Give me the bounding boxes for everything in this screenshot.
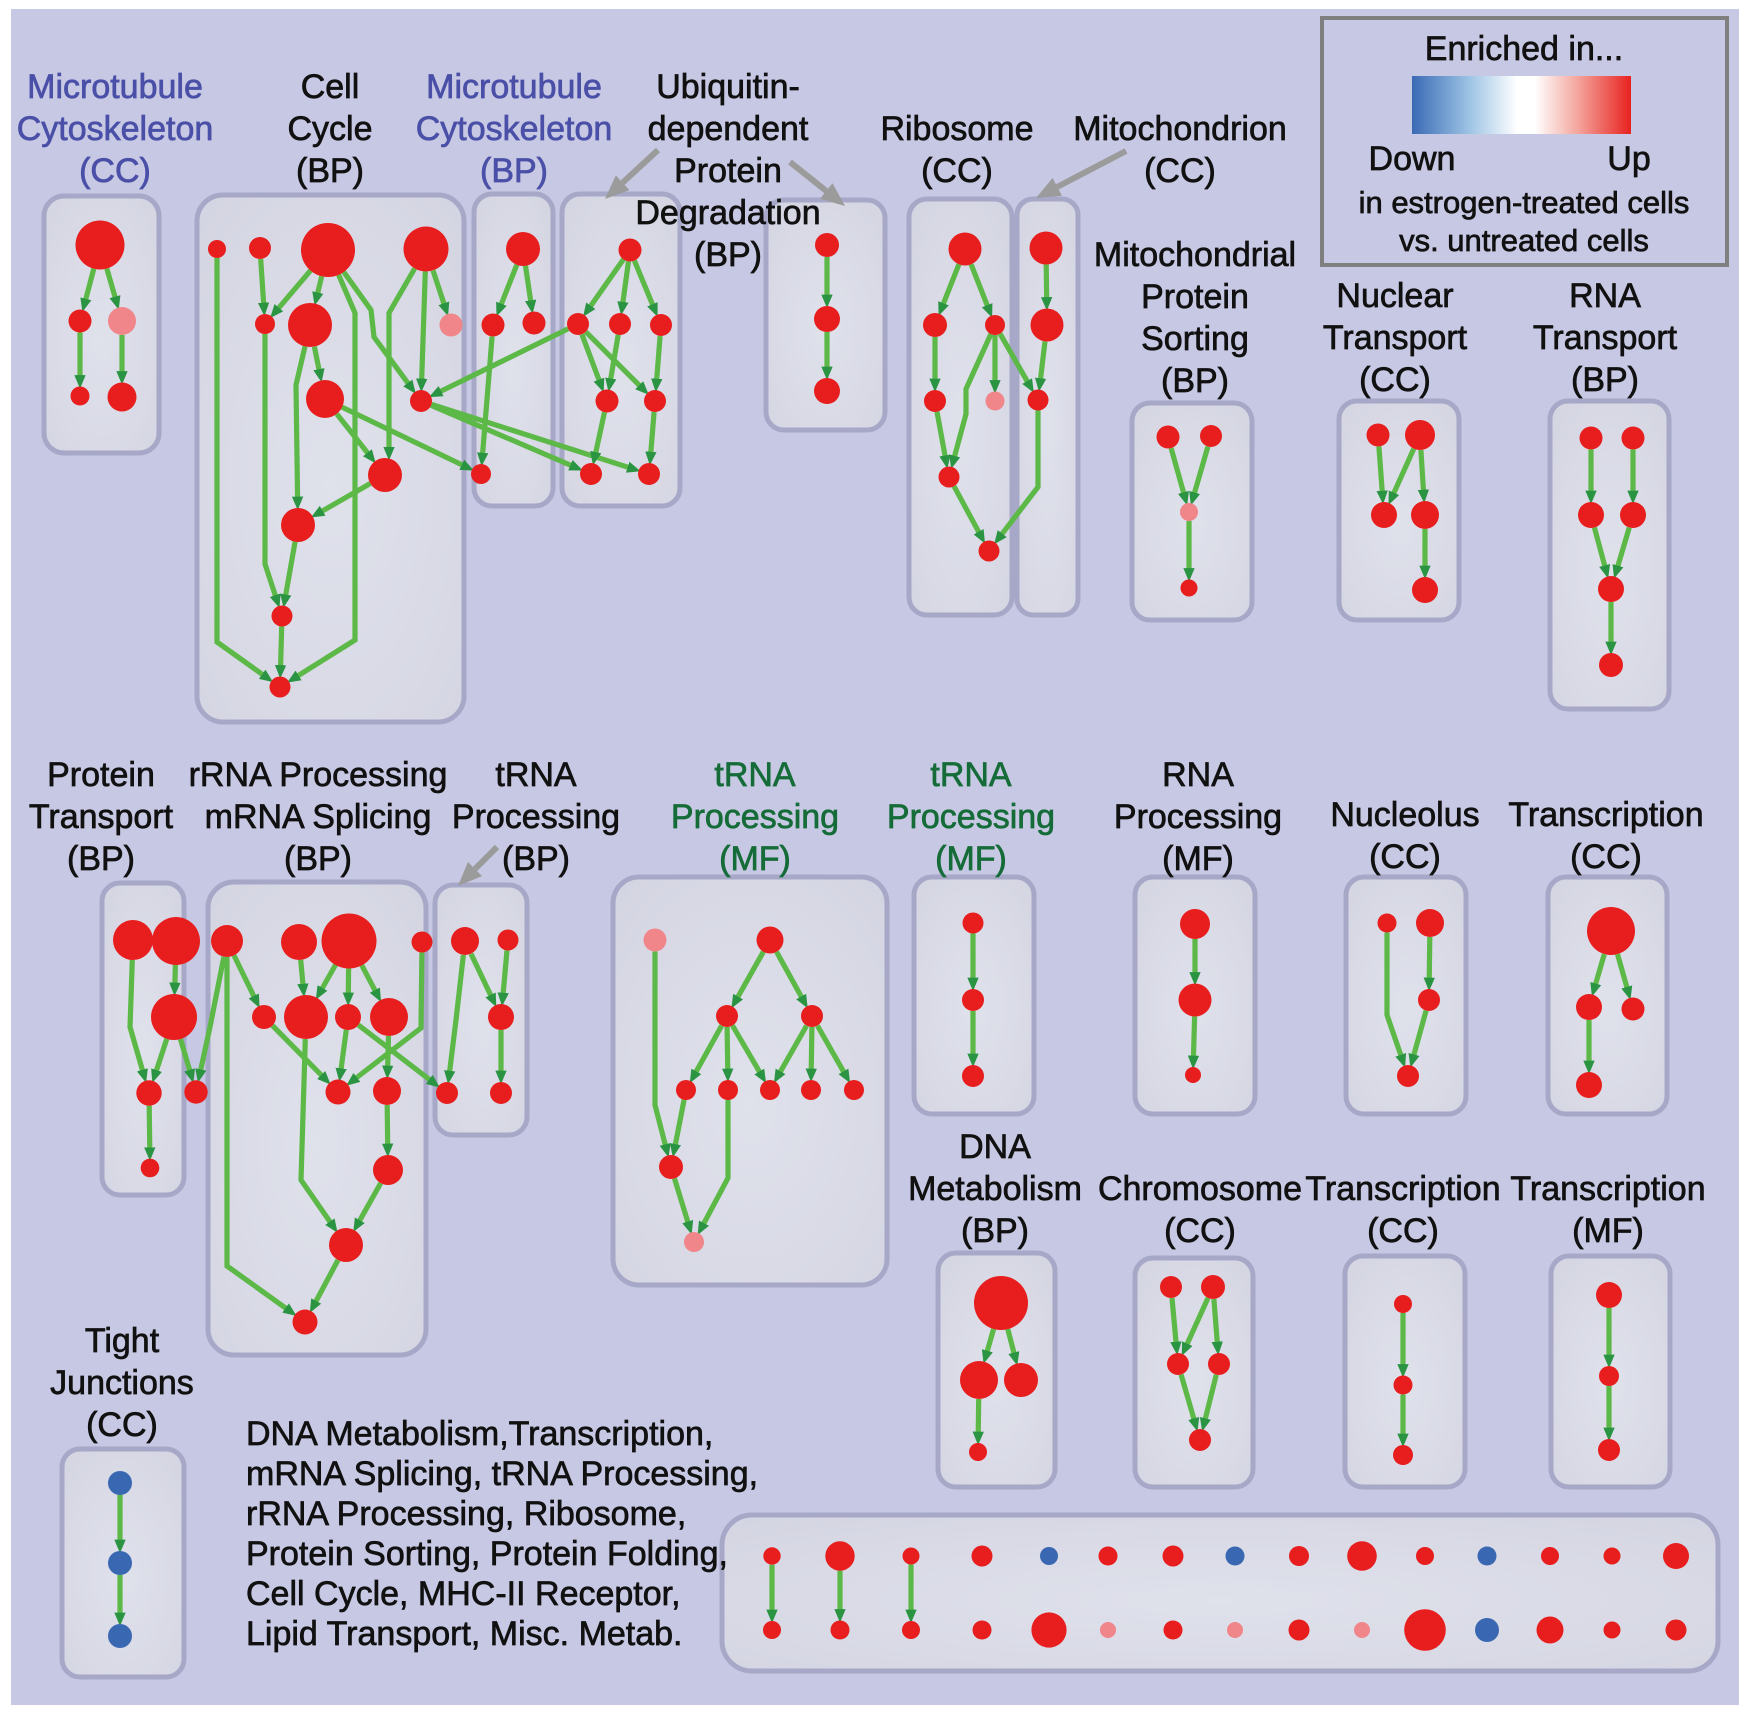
svg-text:Transcription: Transcription (1305, 1170, 1500, 1208)
svg-text:Ribosome: Ribosome (880, 110, 1033, 148)
svg-text:(CC): (CC) (1359, 361, 1431, 399)
svg-text:rRNA Processing, Ribosome,: rRNA Processing, Ribosome, (246, 1495, 686, 1533)
svg-text:Tight: Tight (85, 1322, 160, 1360)
svg-text:(BP): (BP) (480, 152, 548, 190)
svg-text:(CC): (CC) (921, 152, 993, 190)
svg-text:RNA: RNA (1162, 756, 1234, 794)
svg-text:Transport: Transport (1533, 319, 1678, 357)
svg-text:Processing: Processing (1114, 798, 1282, 836)
svg-text:vs. untreated cells: vs. untreated cells (1399, 223, 1649, 258)
svg-text:Lipid Transport, Misc. Metab.: Lipid Transport, Misc. Metab. (246, 1615, 683, 1653)
svg-text:rRNA Processing: rRNA Processing (189, 756, 448, 794)
svg-text:(BP): (BP) (1571, 361, 1639, 399)
svg-text:dependent: dependent (648, 110, 809, 148)
svg-text:Chromosome: Chromosome (1098, 1170, 1302, 1208)
svg-text:(BP): (BP) (1161, 362, 1229, 400)
svg-text:Transport: Transport (29, 798, 174, 836)
svg-text:mRNA Splicing: mRNA Splicing (205, 798, 432, 836)
svg-text:RNA: RNA (1569, 277, 1641, 315)
svg-text:(BP): (BP) (296, 152, 364, 190)
svg-text:(CC): (CC) (1164, 1212, 1236, 1250)
svg-text:mRNA Splicing, tRNA Processing: mRNA Splicing, tRNA Processing, (246, 1455, 758, 1493)
svg-text:(MF): (MF) (1162, 840, 1234, 878)
svg-text:tRNA: tRNA (930, 756, 1012, 794)
svg-text:Cell Cycle, MHC-II Receptor,: Cell Cycle, MHC-II Receptor, (246, 1575, 681, 1613)
svg-text:Microtubule: Microtubule (426, 68, 602, 106)
svg-text:Mitochondrial: Mitochondrial (1094, 236, 1296, 274)
svg-text:(BP): (BP) (502, 840, 570, 878)
svg-text:(BP): (BP) (284, 840, 352, 878)
svg-text:Junctions: Junctions (50, 1364, 194, 1402)
svg-text:(BP): (BP) (694, 236, 762, 274)
svg-text:Sorting: Sorting (1141, 320, 1249, 358)
svg-text:(MF): (MF) (719, 840, 791, 878)
svg-text:tRNA: tRNA (714, 756, 796, 794)
svg-text:DNA Metabolism,Transcription,: DNA Metabolism,Transcription, (246, 1415, 713, 1453)
svg-text:Ubiquitin-: Ubiquitin- (656, 68, 800, 106)
svg-text:(BP): (BP) (67, 840, 135, 878)
svg-text:Transcription: Transcription (1508, 796, 1703, 834)
svg-text:Cytoskeleton: Cytoskeleton (17, 110, 214, 148)
svg-text:(BP): (BP) (961, 1212, 1029, 1250)
svg-text:Degradation: Degradation (635, 194, 820, 232)
svg-text:Microtubule: Microtubule (27, 68, 203, 106)
svg-text:(CC): (CC) (79, 152, 151, 190)
svg-text:(CC): (CC) (1144, 152, 1216, 190)
svg-text:Nucleolus: Nucleolus (1330, 796, 1479, 834)
svg-text:(CC): (CC) (1367, 1212, 1439, 1250)
svg-text:(CC): (CC) (1369, 838, 1441, 876)
svg-text:Transcription: Transcription (1510, 1170, 1705, 1208)
svg-text:(CC): (CC) (1570, 838, 1642, 876)
svg-text:Nuclear: Nuclear (1336, 277, 1453, 315)
svg-text:Up: Up (1607, 140, 1650, 178)
svg-text:Cycle: Cycle (287, 110, 372, 148)
svg-text:(MF): (MF) (935, 840, 1007, 878)
svg-text:Transport: Transport (1323, 319, 1468, 357)
svg-text:(CC): (CC) (86, 1406, 158, 1444)
svg-text:Protein: Protein (1141, 278, 1249, 316)
svg-text:Protein Sorting, Protein Foldi: Protein Sorting, Protein Folding, (246, 1535, 728, 1573)
svg-text:Mitochondrion: Mitochondrion (1073, 110, 1287, 148)
svg-text:(MF): (MF) (1572, 1212, 1644, 1250)
svg-text:Down: Down (1369, 140, 1456, 178)
svg-text:Cytoskeleton: Cytoskeleton (416, 110, 613, 148)
svg-text:Protein: Protein (674, 152, 782, 190)
svg-text:Protein: Protein (47, 756, 155, 794)
svg-text:in estrogen-treated cells: in estrogen-treated cells (1359, 185, 1690, 220)
svg-text:DNA: DNA (959, 1128, 1031, 1166)
svg-text:Processing: Processing (887, 798, 1055, 836)
svg-text:Cell: Cell (301, 68, 360, 106)
svg-text:tRNA: tRNA (495, 756, 577, 794)
svg-text:Enriched in...: Enriched in... (1425, 30, 1623, 68)
svg-text:Metabolism: Metabolism (908, 1170, 1082, 1208)
svg-text:Processing: Processing (452, 798, 620, 836)
svg-text:Processing: Processing (671, 798, 839, 836)
